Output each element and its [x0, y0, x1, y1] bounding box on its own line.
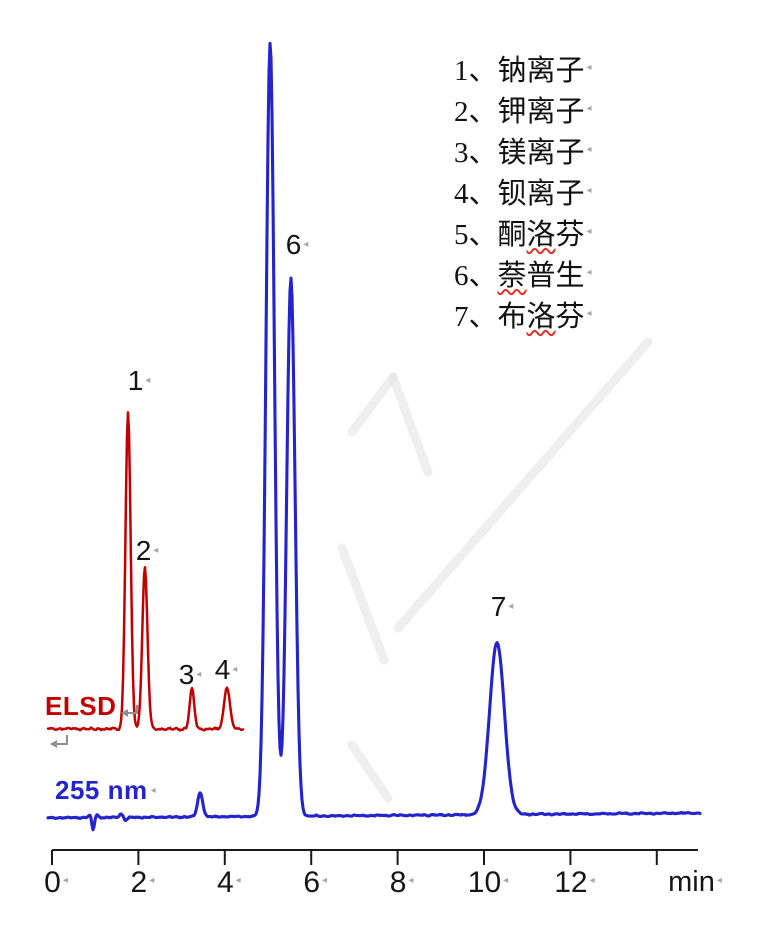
legend-item-misspelled-text: 洛 — [526, 300, 556, 333]
legend-item-text: 6、 — [454, 259, 498, 292]
peak-label-7: 7 ◂ — [491, 591, 514, 623]
axis-tick-text: 0 — [44, 866, 61, 899]
format-mark-icon: ◂ — [586, 307, 592, 319]
x-axis-tick-label-6: 6 ◂ — [303, 866, 327, 900]
axis-tick-text: min — [668, 866, 715, 898]
legend-item-text: 3、镁离子 — [454, 136, 585, 169]
axis-tick-text: 2 — [130, 866, 148, 899]
line-break-arrowhead-icon — [121, 709, 128, 717]
axis-tick-text: 12 — [554, 866, 588, 899]
format-mark-icon: ◂ — [408, 875, 414, 886]
peak-label-1: 1 ◂ — [128, 365, 151, 397]
legend-item-text: 芬 — [555, 300, 585, 333]
peak-number: 2 — [135, 535, 152, 566]
peak-label-4: 4 ◂ — [215, 654, 238, 686]
compound-legend: 1、钠离子 ◂ 2、钾离子 ◂ 3、镁离子 ◂ 4、钡离子 ◂ 5、酮洛芬 ◂ 6、萘普生 ◂ 7、布洛… — [454, 47, 592, 334]
legend-item-misspelled-text: 洛 — [526, 218, 556, 251]
legend-item-text: 2、钾离子 — [454, 95, 585, 128]
format-mark-icon: ◂ — [503, 875, 509, 886]
format-mark-icon: ◂ — [149, 875, 155, 886]
legend-item-misspelled-text: 萘 — [497, 259, 527, 292]
format-mark-icon: ◂ — [303, 239, 309, 250]
format-mark-icon: ◂ — [716, 875, 722, 886]
format-mark-icon: ◂ — [232, 664, 238, 675]
trace-uv255 — [46, 41, 702, 832]
format-mark-icon: ◂ — [153, 545, 159, 556]
legend-item-text: 5、酮 — [454, 218, 527, 251]
watermark-stroke — [347, 740, 393, 803]
watermark-stroke — [388, 372, 433, 477]
axis-tick-text: 10 — [467, 866, 502, 899]
line-break-mark-icon — [127, 705, 138, 714]
format-mark-icon: ◂ — [589, 875, 595, 886]
x-axis-tick-label-4: 4 ◂ — [217, 866, 241, 900]
axis-tick-text: 8 — [389, 866, 407, 899]
axis-tick-text: 6 — [303, 866, 321, 899]
watermark-stroke — [337, 543, 389, 665]
legend-item-text: 7、布 — [454, 300, 527, 333]
format-mark-icon: ◂ — [196, 669, 202, 680]
peak-label-6: 6 ◂ — [286, 229, 309, 261]
peak-label-3: 3 ◂ — [179, 659, 202, 691]
uv-trace-label-text: 255 nm — [55, 775, 148, 805]
legend-item: 5、酮洛芬 ◂ — [454, 211, 592, 252]
axis-tick-text: 4 — [216, 866, 234, 899]
x-axis-tick-label-0: 0 ◂ — [44, 866, 68, 900]
legend-item-text: 普生 — [526, 259, 585, 292]
x-axis-unit-label: min ◂ — [668, 866, 722, 899]
peak-number: 1 — [127, 365, 144, 396]
format-mark-icon: ◂ — [586, 266, 592, 278]
peak-number: 7 — [490, 591, 507, 622]
uv-trace-label: 255 nm ◂ — [55, 775, 156, 806]
watermark-stroke — [347, 372, 398, 437]
x-axis-tick-label-2: 2 ◂ — [131, 866, 155, 900]
legend-item: 4、钡离子 ◂ — [454, 170, 592, 211]
format-mark-icon: ◂ — [586, 184, 592, 196]
x-axis-tick-label-12: 12 ◂ — [554, 866, 594, 900]
legend-item: 1、钠离子 ◂ — [454, 47, 592, 88]
elsd-trace-label: ELSD — [45, 691, 116, 722]
legend-item: 6、萘普生 ◂ — [454, 252, 592, 293]
format-mark-icon: ◂ — [586, 102, 592, 114]
format-mark-icon: ◂ — [150, 784, 157, 796]
peak-number: 6 — [285, 229, 302, 260]
legend-item-text: 芬 — [555, 218, 585, 251]
format-mark-icon: ◂ — [586, 225, 592, 237]
legend-item: 3、镁离子 ◂ — [454, 129, 592, 170]
elsd-trace-label-text: ELSD — [45, 691, 117, 721]
legend-item-text: 4、钡离子 — [454, 177, 585, 210]
format-mark-icon: ◂ — [235, 875, 241, 886]
peak-label-2: 2 ◂ — [136, 535, 159, 567]
legend-item: 2、钾离子 ◂ — [454, 88, 592, 129]
watermark-stroke — [393, 337, 653, 633]
line-break-mark-icon — [56, 735, 68, 745]
legend-item-text: 1、钠离子 — [454, 54, 585, 87]
legend-item: 7、布洛芬 ◂ — [454, 293, 592, 334]
x-axis-tick-label-10: 10 ◂ — [468, 866, 508, 900]
format-mark-icon: ◂ — [145, 375, 151, 386]
peak-number: 4 — [214, 654, 231, 685]
format-mark-icon: ◂ — [586, 143, 592, 155]
format-mark-icon: ◂ — [62, 875, 68, 886]
format-mark-icon: ◂ — [508, 601, 514, 612]
format-mark-icon: ◂ — [322, 875, 328, 886]
peak-number: 3 — [178, 659, 195, 690]
x-axis-tick-label-8: 8 ◂ — [390, 866, 414, 900]
trace-elsd — [46, 411, 245, 732]
line-break-arrowhead-icon — [50, 740, 57, 748]
format-mark-icon: ◂ — [586, 61, 592, 73]
